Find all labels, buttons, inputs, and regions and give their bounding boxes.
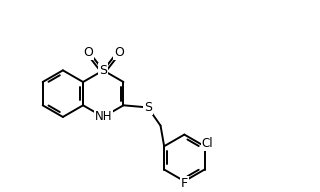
Text: Cl: Cl — [202, 137, 213, 150]
Text: F: F — [181, 177, 188, 190]
Text: O: O — [83, 46, 93, 59]
Text: NH: NH — [94, 110, 112, 123]
Text: S: S — [99, 64, 107, 77]
Text: O: O — [114, 46, 124, 59]
Text: S: S — [144, 101, 152, 114]
